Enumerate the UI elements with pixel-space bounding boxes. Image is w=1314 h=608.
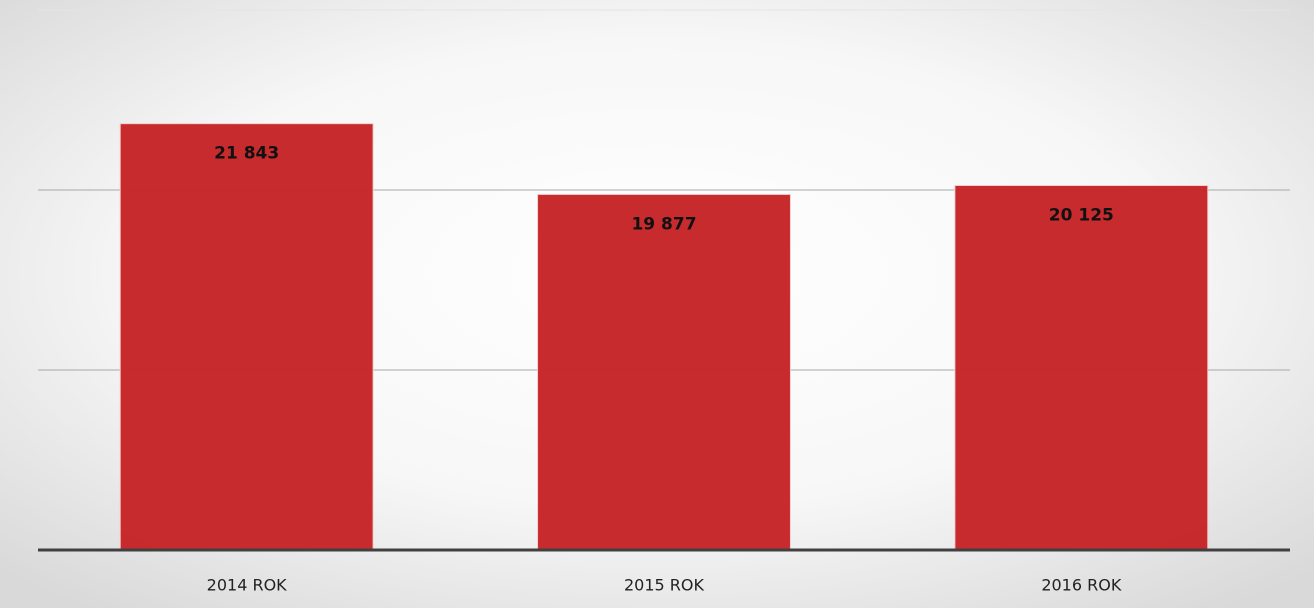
x-tick-label: 2014 ROK: [207, 576, 288, 595]
value-label: 19 877: [631, 214, 696, 234]
value-label: 21 843: [214, 144, 279, 164]
bar: [537, 193, 791, 551]
x-tick-label: 2015 ROK: [624, 576, 705, 595]
bar: [954, 185, 1209, 551]
bar: [119, 123, 374, 551]
x-tick-label: 2016 ROK: [1041, 576, 1122, 595]
value-label: 20 125: [1049, 206, 1114, 226]
